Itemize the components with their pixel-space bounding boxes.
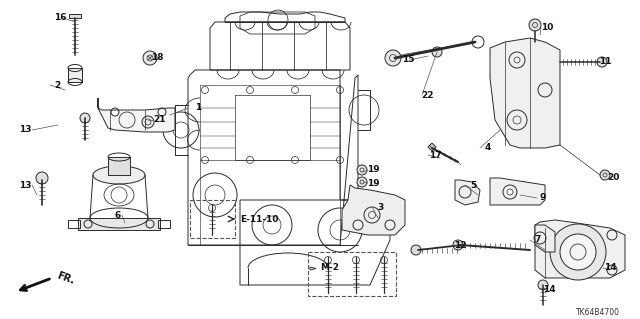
Text: 15: 15 — [402, 56, 414, 64]
Text: 1: 1 — [195, 103, 201, 113]
Text: 12: 12 — [454, 241, 467, 249]
Circle shape — [357, 165, 367, 175]
Text: TK64B4700: TK64B4700 — [576, 308, 620, 317]
Text: 14: 14 — [604, 263, 616, 272]
Polygon shape — [98, 98, 175, 132]
Circle shape — [550, 224, 606, 280]
Circle shape — [560, 234, 596, 270]
Circle shape — [597, 57, 607, 67]
Text: 18: 18 — [151, 54, 163, 63]
Bar — [190, 200, 235, 238]
Circle shape — [385, 50, 401, 66]
Text: 16: 16 — [54, 13, 67, 23]
Polygon shape — [69, 14, 81, 18]
Circle shape — [453, 240, 463, 250]
Bar — [308, 252, 396, 296]
Text: 7: 7 — [535, 235, 541, 244]
Circle shape — [80, 113, 90, 123]
Text: 22: 22 — [422, 91, 435, 100]
Polygon shape — [535, 220, 625, 278]
Circle shape — [411, 245, 421, 255]
Text: FR.: FR. — [55, 270, 76, 286]
Text: 4: 4 — [485, 144, 491, 152]
Text: 6: 6 — [115, 211, 121, 219]
Polygon shape — [535, 225, 555, 252]
Text: 2: 2 — [54, 80, 60, 90]
Text: E-11-10: E-11-10 — [240, 214, 278, 224]
Text: 5: 5 — [470, 181, 476, 189]
Circle shape — [432, 47, 442, 57]
Text: 3: 3 — [378, 203, 384, 211]
Text: 10: 10 — [541, 24, 553, 33]
Polygon shape — [78, 218, 160, 230]
Text: 21: 21 — [154, 115, 166, 124]
Text: 19: 19 — [367, 166, 380, 174]
Circle shape — [142, 116, 154, 128]
Ellipse shape — [93, 166, 145, 184]
Text: 13: 13 — [19, 181, 31, 189]
Polygon shape — [68, 68, 82, 82]
Text: M-2: M-2 — [320, 263, 339, 272]
Polygon shape — [342, 185, 405, 235]
Text: 9: 9 — [540, 194, 546, 203]
Text: 13: 13 — [19, 125, 31, 135]
Polygon shape — [490, 38, 560, 148]
Circle shape — [357, 177, 367, 187]
Polygon shape — [490, 178, 545, 205]
Circle shape — [36, 172, 48, 184]
Text: 14: 14 — [543, 286, 556, 294]
Circle shape — [600, 170, 610, 180]
Circle shape — [529, 19, 541, 31]
Polygon shape — [108, 157, 130, 175]
Polygon shape — [455, 180, 480, 205]
Text: 17: 17 — [429, 151, 442, 160]
Polygon shape — [428, 143, 436, 151]
Text: 11: 11 — [599, 57, 611, 66]
Text: 20: 20 — [607, 174, 619, 182]
Circle shape — [143, 51, 157, 65]
Circle shape — [538, 280, 548, 290]
Text: 19: 19 — [367, 179, 380, 188]
